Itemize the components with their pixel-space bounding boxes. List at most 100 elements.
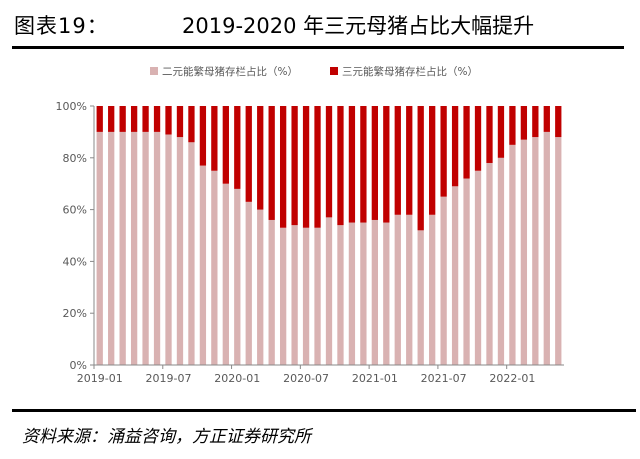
bar-two-way-sow [119, 131, 126, 365]
bar-three-way-sow [474, 106, 482, 171]
bar-two-way-sow [165, 134, 172, 365]
bar-three-way-sow [360, 106, 367, 223]
bar-three-way-sow [234, 106, 241, 189]
bar-two-way-sow [474, 170, 482, 365]
bar-three-way-sow [451, 106, 459, 187]
bar-three-way-sow [325, 106, 333, 218]
bar-three-way-sow [520, 106, 528, 140]
bar-three-way-sow [188, 106, 195, 143]
bar-two-way-sow [417, 230, 424, 365]
bar-three-way-sow [417, 106, 424, 231]
bar-three-way-sow [222, 106, 229, 184]
y-tick-label: 0% [70, 359, 87, 372]
bar-three-way-sow [96, 106, 103, 132]
bar-three-way-sow [130, 106, 138, 132]
bar-two-way-sow [130, 131, 138, 365]
bar-two-way-sow [325, 217, 333, 365]
bar-two-way-sow [451, 186, 459, 365]
bar-two-way-sow [291, 225, 298, 365]
x-tick-label: 2021-01 [352, 372, 398, 385]
bar-three-way-sow [394, 106, 401, 215]
bar-two-way-sow [153, 131, 161, 365]
bar-three-way-sow [440, 106, 447, 197]
bar-two-way-sow [337, 225, 344, 365]
bar-three-way-sow [245, 106, 252, 202]
bar-two-way-sow [211, 170, 218, 365]
bar-three-way-sow [532, 106, 539, 138]
y-tick-label: 80% [63, 152, 87, 165]
bar-two-way-sow [234, 188, 241, 365]
bar-two-way-sow [555, 137, 562, 365]
legend-swatch [150, 67, 158, 75]
x-tick-label: 2020-07 [283, 372, 329, 385]
bar-two-way-sow [543, 131, 550, 365]
bar-two-way-sow [406, 214, 413, 365]
bar-three-way-sow [314, 106, 321, 228]
bar-three-way-sow [119, 106, 126, 132]
bar-two-way-sow [463, 178, 470, 365]
y-tick-label: 60% [63, 204, 87, 217]
bar-three-way-sow [555, 106, 562, 138]
bar-two-way-sow [199, 165, 207, 365]
bar-two-way-sow [222, 183, 229, 365]
bar-two-way-sow [245, 201, 252, 365]
bar-three-way-sow [199, 106, 207, 166]
bar-two-way-sow [108, 131, 115, 365]
header-rule [12, 46, 624, 49]
footer-rule [12, 409, 636, 412]
bar-three-way-sow [543, 106, 550, 132]
bar-three-way-sow [371, 106, 378, 220]
bar-two-way-sow [520, 139, 528, 365]
bar-three-way-sow [279, 106, 287, 228]
bar-three-way-sow [153, 106, 161, 132]
bar-three-way-sow [429, 106, 436, 215]
source-note: 资料来源：涌益咨询，方正证券研究所 [22, 427, 311, 447]
bar-three-way-sow [509, 106, 516, 145]
bar-three-way-sow [406, 106, 413, 215]
bar-two-way-sow [509, 144, 516, 365]
bar-two-way-sow [314, 227, 321, 365]
x-tick-label: 2022-01 [489, 372, 535, 385]
bar-three-way-sow [291, 106, 298, 226]
bar-three-way-sow [268, 106, 275, 220]
figure-title: 2019-2020 年三元母猪占比大幅提升 [182, 14, 535, 38]
bar-three-way-sow [142, 106, 149, 132]
bar-two-way-sow [371, 219, 378, 365]
figure-label: 图表19： [14, 14, 109, 38]
y-tick-label: 20% [63, 307, 87, 320]
bar-two-way-sow [429, 214, 436, 365]
bar-two-way-sow [497, 157, 505, 365]
stacked-bar-chart: 二元能繁母猪存栏占比（%） 三元能繁母猪存栏占比（%） 0% 20% 40% 60% 80%… [56, 65, 564, 385]
bar-three-way-sow [302, 106, 310, 228]
bar-two-way-sow [348, 222, 356, 365]
bar-three-way-sow [108, 106, 115, 132]
x-tick-label: 2019-07 [146, 372, 192, 385]
figure-header: 图表19： 2019-2020 年三元母猪占比大幅提升 [0, 0, 640, 49]
bar-two-way-sow [188, 142, 195, 365]
bar-three-way-sow [348, 106, 356, 223]
bar-three-way-sow [383, 106, 390, 223]
legend-label: 三元能繁母猪存栏占比（%） [342, 65, 478, 78]
bar-two-way-sow [532, 137, 539, 365]
bar-two-way-sow [142, 131, 149, 365]
bar-two-way-sow [96, 131, 103, 365]
bar-three-way-sow [176, 106, 184, 138]
bar-two-way-sow [302, 227, 310, 365]
x-tick-label: 2020-01 [214, 372, 260, 385]
bar-three-way-sow [463, 106, 470, 179]
y-tick-label: 40% [63, 255, 87, 268]
bar-three-way-sow [165, 106, 172, 135]
legend-swatch [330, 67, 338, 75]
bar-three-way-sow [211, 106, 218, 171]
bar-two-way-sow [279, 227, 287, 365]
bar-three-way-sow [486, 106, 493, 163]
legend-label: 二元能繁母猪存栏占比（%） [162, 65, 298, 78]
bar-two-way-sow [360, 222, 367, 365]
bar-two-way-sow [383, 222, 390, 365]
bar-two-way-sow [440, 196, 447, 365]
bar-two-way-sow [394, 214, 401, 365]
chart-area: 二元能繁母猪存栏占比（%） 三元能繁母猪存栏占比（%） 0% 20% 40% 60% 80%… [0, 52, 640, 402]
bar-two-way-sow [486, 162, 493, 365]
x-tick-label: 2019-01 [77, 372, 123, 385]
bar-three-way-sow [497, 106, 505, 158]
